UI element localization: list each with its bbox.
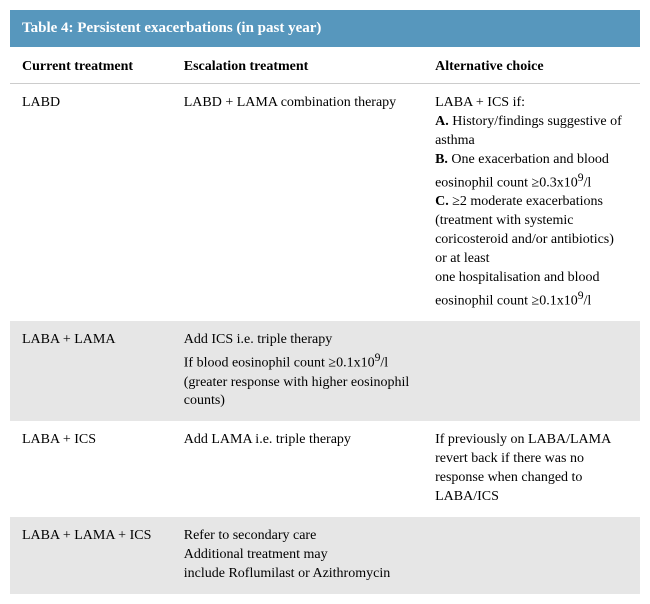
- cell-escalation: LABD + LAMA combination therapy: [172, 84, 423, 322]
- cell-current: LABA + LAMA + ICS: [10, 517, 172, 594]
- cell-alternative: [423, 517, 640, 594]
- cell-alternative: LABA + ICS if:A. History/findings sugges…: [423, 84, 640, 322]
- table-row: LABA + LAMA Add ICS i.e. triple therapyI…: [10, 321, 640, 421]
- cell-current: LABA + ICS: [10, 421, 172, 517]
- cell-escalation: Refer to secondary careAdditional treatm…: [172, 517, 423, 594]
- cell-escalation: Add ICS i.e. triple therapyIf blood eosi…: [172, 321, 423, 421]
- column-header-alternative: Alternative choice: [423, 47, 640, 84]
- table-body: LABD LABD + LAMA combination therapy LAB…: [10, 84, 640, 594]
- cell-current: LABA + LAMA: [10, 321, 172, 421]
- column-header-escalation: Escalation treatment: [172, 47, 423, 84]
- cell-alternative: [423, 321, 640, 421]
- medication-table: Table 4: Persistent exacerbations (in pa…: [10, 10, 640, 594]
- table-row: LABA + LAMA + ICS Refer to secondary car…: [10, 517, 640, 594]
- cell-current: LABD: [10, 84, 172, 322]
- cell-alternative: If previously on LABA/LAMA revert back i…: [423, 421, 640, 517]
- table-row: LABA + ICS Add LAMA i.e. triple therapy …: [10, 421, 640, 517]
- cell-escalation: Add LAMA i.e. triple therapy: [172, 421, 423, 517]
- table-title: Table 4: Persistent exacerbations (in pa…: [10, 10, 640, 47]
- column-header-current: Current treatment: [10, 47, 172, 84]
- table-row: LABD LABD + LAMA combination therapy LAB…: [10, 84, 640, 322]
